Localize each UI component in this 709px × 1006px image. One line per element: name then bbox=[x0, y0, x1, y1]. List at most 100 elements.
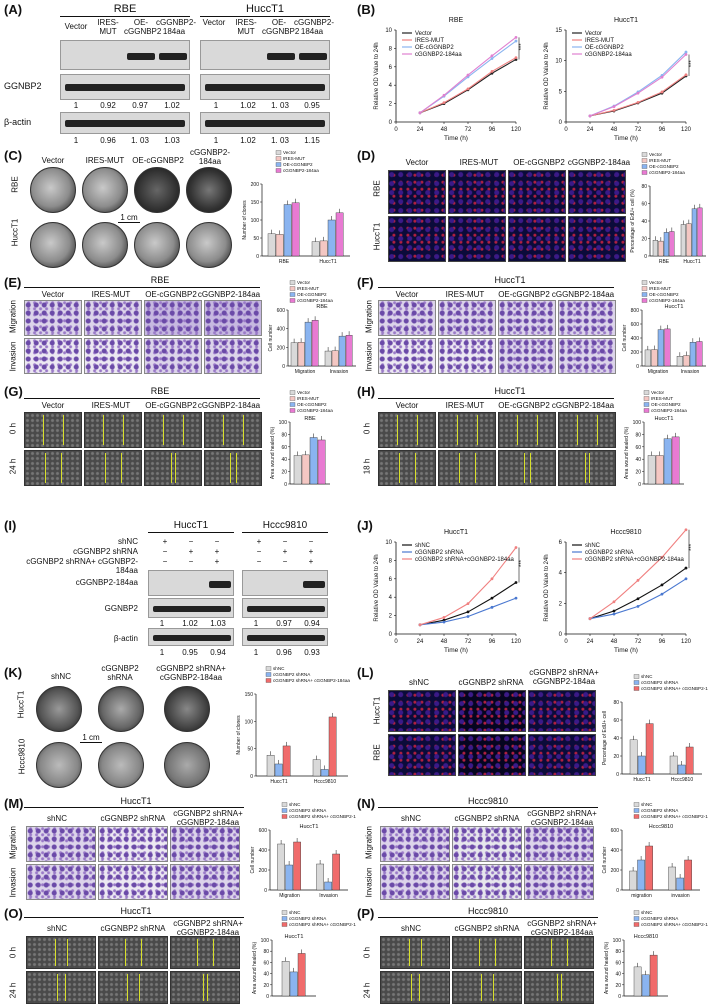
colony-dish bbox=[134, 167, 180, 213]
lane-label: cGGNBP2 shRNA bbox=[100, 814, 166, 823]
legend-label: cGGNBP2 shRNA+ cGGNBP2-184aa bbox=[641, 814, 708, 819]
x-tick-label: 96 bbox=[659, 639, 666, 645]
sign: + bbox=[256, 537, 262, 546]
y-tick-label: 0 bbox=[264, 888, 267, 894]
data-point bbox=[418, 623, 422, 627]
legend-swatch bbox=[281, 808, 288, 813]
quant-value: 0.97 bbox=[132, 101, 148, 110]
legend-label: OE-cGGNBP2 bbox=[651, 402, 681, 407]
y-tick-label: 0 bbox=[284, 482, 287, 488]
edu-image bbox=[528, 734, 596, 776]
x-tick-label: Invasion bbox=[330, 369, 349, 375]
legend-swatch bbox=[641, 164, 648, 169]
legend-label: cGGNBP2 shRNA+ cGGNBP2-184aa bbox=[641, 686, 708, 691]
legend-label: cGGNBP2-184aa bbox=[585, 52, 632, 58]
y-axis-label: Cell number bbox=[602, 846, 608, 873]
chart-title: Hccc9810 bbox=[649, 824, 673, 830]
y-tick-label: 400 bbox=[631, 336, 640, 342]
legend-label: cGGNBP2-184aa bbox=[651, 408, 687, 413]
y-axis-label: Percentage of EdU+ cell (%) bbox=[630, 189, 636, 253]
data-point bbox=[514, 39, 518, 43]
lane-label: IRES-MUT bbox=[445, 290, 485, 299]
x-tick-label: Invasion bbox=[319, 893, 338, 899]
blot-actin-hucct1 bbox=[200, 112, 330, 134]
bar bbox=[290, 342, 298, 367]
legend-label: cGGNBP2 shRNA bbox=[289, 808, 327, 813]
bar bbox=[335, 212, 344, 257]
bar bbox=[331, 350, 339, 367]
x-tick-label: HuccT1 bbox=[683, 259, 700, 265]
wound-image bbox=[558, 450, 616, 486]
row-label: 18 h bbox=[362, 458, 372, 475]
blot-ggnbp2 bbox=[242, 598, 328, 618]
data-point bbox=[490, 605, 494, 609]
panel-label: (M) bbox=[4, 796, 24, 811]
sign: − bbox=[282, 557, 288, 566]
data-point bbox=[466, 87, 470, 91]
quant-value: 1 bbox=[159, 619, 165, 628]
data-point bbox=[514, 35, 518, 39]
y-tick-label: 600 bbox=[259, 828, 268, 834]
bar bbox=[696, 341, 703, 367]
y-tick-label: 150 bbox=[245, 692, 254, 698]
quant-value: 1. 03 bbox=[131, 136, 149, 145]
y-tick-label: 600 bbox=[611, 828, 620, 834]
wound-image bbox=[452, 971, 522, 1004]
wound-image bbox=[170, 971, 240, 1004]
edu-image bbox=[568, 170, 626, 214]
bar bbox=[319, 240, 328, 257]
bar bbox=[274, 763, 283, 777]
bar bbox=[309, 437, 318, 485]
edu-image bbox=[388, 734, 456, 776]
y-tick-label: 80 bbox=[281, 432, 287, 438]
legend-label: IRES-MUT bbox=[297, 286, 319, 291]
data-point bbox=[684, 50, 688, 54]
quant-value: 1 bbox=[253, 648, 259, 657]
lane-label: cGGNBP2 shRNA+ cGGNBP2-184aa bbox=[156, 664, 226, 682]
data-point bbox=[660, 75, 664, 79]
x-tick-label: HuccT1 bbox=[270, 779, 287, 785]
x-tick-label: 72 bbox=[465, 127, 472, 133]
colony-dish bbox=[30, 222, 76, 268]
data-point bbox=[514, 581, 518, 584]
wound-image bbox=[524, 936, 594, 969]
x-tick-label: 72 bbox=[635, 127, 642, 133]
panel-label: (I) bbox=[4, 518, 17, 533]
panel-title: HuccT1 bbox=[494, 386, 526, 396]
panel-label: (D) bbox=[357, 148, 376, 163]
chart-title: Hccc9810 bbox=[634, 934, 658, 940]
legend-label: cGGNBP2-184aa bbox=[297, 298, 333, 303]
y-tick-label: 0 bbox=[644, 254, 647, 260]
data-point bbox=[684, 53, 688, 56]
x-tick-label: 72 bbox=[635, 639, 642, 645]
series-line bbox=[419, 57, 517, 114]
legend-label: cGGNBP2 shRNA+ cGGNBP2-184aa bbox=[641, 922, 708, 927]
legend-swatch bbox=[289, 280, 296, 285]
y-tick-label: 80 bbox=[641, 184, 647, 190]
series-line bbox=[419, 58, 517, 114]
quant-value: 0.94 bbox=[210, 648, 226, 657]
row-label: Invasion bbox=[364, 341, 374, 372]
row-label: cGGNBP2-184aa bbox=[75, 578, 138, 587]
y-tick-label: 20 bbox=[635, 470, 641, 476]
quant-value: 1.02 bbox=[240, 101, 256, 110]
chart-title: HuccT1 bbox=[285, 934, 304, 940]
lane-label: Vector bbox=[405, 158, 429, 167]
data-point bbox=[636, 597, 640, 601]
y-axis-label: Area wound healed (%) bbox=[252, 942, 258, 995]
data-point bbox=[612, 600, 616, 604]
bar bbox=[345, 335, 353, 367]
blot-actin bbox=[242, 628, 328, 646]
legend-label: OE-cGGNBP2 bbox=[297, 402, 327, 407]
y-tick-label: 6 bbox=[559, 540, 563, 546]
y-tick-label: 60 bbox=[615, 960, 621, 966]
bar bbox=[277, 843, 285, 891]
x-tick-label: Hccc9810 bbox=[314, 779, 336, 785]
legend-label: cGGNBP2-184aa bbox=[297, 408, 333, 413]
x-tick-label: 24 bbox=[417, 639, 424, 645]
lane-label: shNC bbox=[400, 814, 421, 823]
y-tick-label: 60 bbox=[281, 445, 287, 451]
legend-label: cGGNBP2 shRNA bbox=[585, 550, 634, 556]
